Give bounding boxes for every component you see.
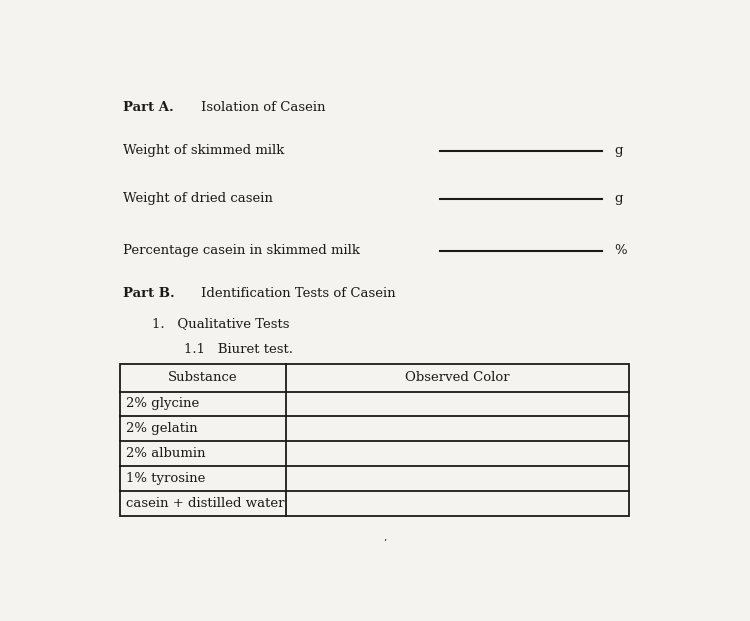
Bar [120,364,628,516]
Text: 1.   Qualitative Tests: 1. Qualitative Tests [152,317,290,330]
Text: g: g [614,192,622,205]
Text: 1% tyrosine: 1% tyrosine [126,472,205,485]
Text: 2% gelatin: 2% gelatin [126,422,197,435]
Text: 2% glycine: 2% glycine [126,397,199,410]
Text: 1.1   Biuret test.: 1.1 Biuret test. [184,343,292,356]
Text: Weight of dried casein: Weight of dried casein [123,192,273,205]
Text: g: g [614,144,622,157]
Text: ’: ’ [382,539,386,549]
Text: Percentage casein in skimmed milk: Percentage casein in skimmed milk [123,244,360,257]
Text: Weight of skimmed milk: Weight of skimmed milk [123,144,284,157]
Text: Identification Tests of Casein: Identification Tests of Casein [201,288,396,301]
Text: 2% albumin: 2% albumin [126,447,206,460]
Text: Part B.: Part B. [123,288,175,301]
Text: Observed Color: Observed Color [405,371,509,384]
Text: %: % [614,244,626,257]
Text: casein + distilled water: casein + distilled water [126,497,284,510]
Text: Part A.: Part A. [123,101,173,114]
Text: Isolation of Casein: Isolation of Casein [201,101,326,114]
Text: Substance: Substance [168,371,238,384]
